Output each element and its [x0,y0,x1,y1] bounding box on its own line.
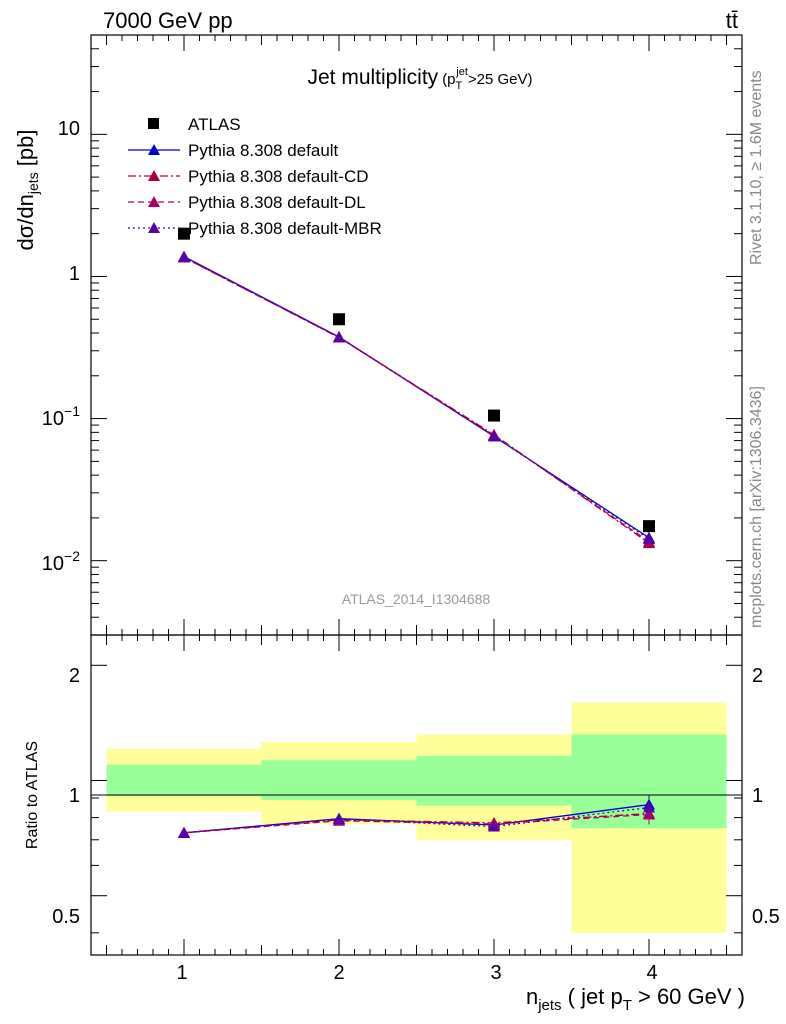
main-ytick-label-10: 10 [58,118,80,140]
source-label: mcplots.cern.ch [arXiv:1306.3436] [748,386,765,628]
xtick-label-2: 2 [333,962,344,984]
chart-title-main: Jet multiplicity [307,66,438,89]
main-point-series-4-3 [643,533,655,545]
legend-label-atlas: ATLAS [188,115,241,134]
atlas-point-1 [333,313,345,326]
analysis-id: ATLAS_2014_I1304688 [342,591,491,607]
ratio-ytick-label-1: 1 [69,785,80,807]
main-point-series-4-0 [178,251,190,263]
process-label: tt̄ [726,8,738,33]
legend-label-default: Pythia 8.308 default [188,141,339,160]
ratio-point-series-3-0 [178,826,190,838]
legend-label-mbr: Pythia 8.308 default-MBR [188,219,382,238]
ratio-line-series-1 [183,812,650,834]
legend-marker-atlas [148,118,159,129]
axis-ticks [91,34,742,955]
ratio-point-series-3-2 [488,820,500,832]
ratio-ytick-label-0.5: 0.5 [52,906,80,928]
ratio-point-series-3-1 [333,813,345,825]
ratio-series-layer [178,794,655,838]
main-ytick-label-0.1: 10−1 [42,403,80,430]
ratio-ytick-label-2: 2 [69,665,80,687]
main-point-series-4-1 [333,331,345,343]
legend-marker-0 [148,144,160,155]
ratio-ytick-label-right-2: 2 [752,665,763,687]
ratio-band-stat-2 [416,755,572,806]
main-ylabel: dσ/dnjets [pb] [13,129,41,250]
legend-lines [128,144,180,233]
atlas-point-3 [643,520,655,533]
ratio-point-series-3-3 [643,801,655,813]
ratio-bands [106,702,727,933]
main-line-series-1 [183,255,650,539]
legend-label-dl: Pythia 8.308 default-DL [188,193,366,212]
rivet-label: Rivet 3.1.10, ≥ 1.6M events [748,70,765,265]
main-point-series-4-2 [488,430,500,442]
main-ytick-label-1: 1 [69,263,80,285]
main-ytick-label-0.01: 10−2 [42,548,80,575]
legend: ATLAS Pythia 8.308 default Pythia 8.308 … [128,115,382,238]
xlabel: njets ( jet pT > 60 GeV ) [526,984,745,1014]
xtick-label-3: 3 [490,962,501,984]
xtick-label-1: 1 [176,962,187,984]
ratio-line-series-2 [183,813,650,834]
legend-marker-1 [148,170,160,181]
main-line-series-3 [183,256,650,543]
ratio-band-stat-0 [106,764,262,797]
main-line-series-2 [183,256,650,544]
chart-title: Jet multiplicity (pTjet>25 GeV) [307,66,532,92]
main-line-series-4 [183,256,650,540]
energy-label: 7000 GeV pp [103,8,233,33]
ratio-band-stat-1 [261,760,417,800]
atlas-point-2 [488,409,500,422]
legend-marker-2 [148,196,160,207]
ratio-ytick-label-right-1: 1 [752,785,763,807]
legend-label-cd: Pythia 8.308 default-CD [188,167,369,186]
atlas-point-0 [178,227,190,240]
ratio-ylabel: Ratio to ATLAS [24,741,41,849]
legend-marker-3 [148,222,160,233]
xtick-label-4: 4 [646,962,657,984]
ratio-ytick-label-right-0.5: 0.5 [752,906,780,928]
main-series-layer [178,227,655,549]
